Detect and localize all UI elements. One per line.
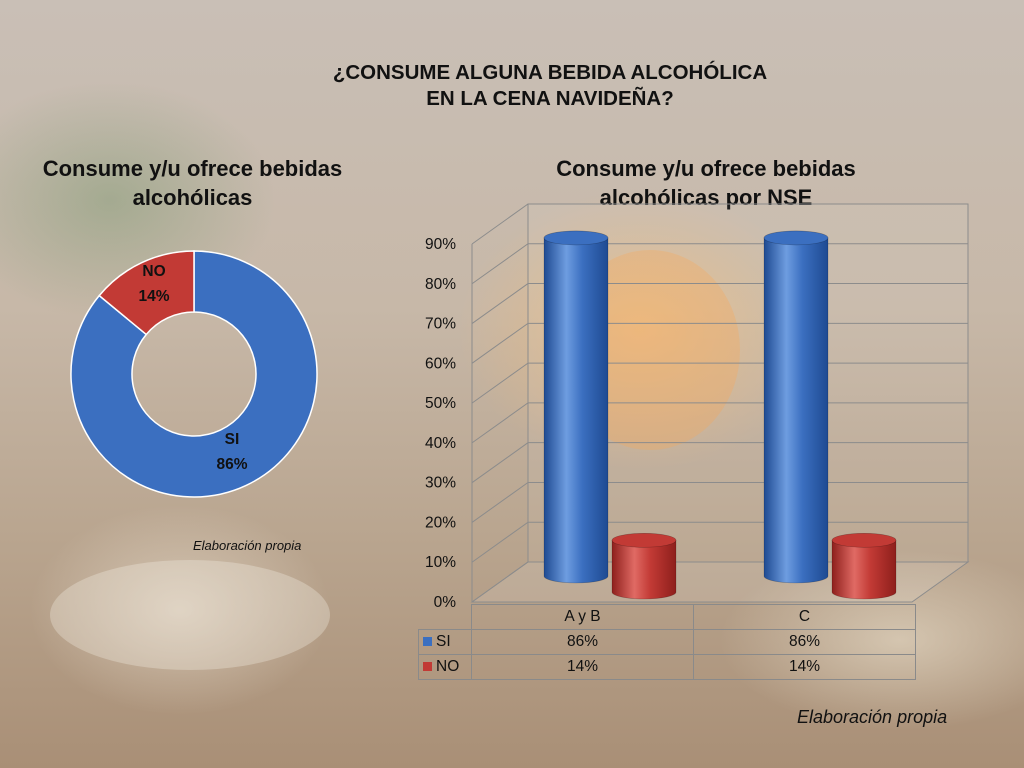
bar-top [611,533,677,548]
y-tick-label: 80% [425,276,456,293]
bar-si [763,230,829,584]
bar-no [611,533,677,600]
legend-entry-si: SI [418,629,472,655]
table-header-cell: A y B [471,604,694,630]
table-cell: 14% [471,654,694,680]
donut-slice-no [98,250,195,336]
bar-top [831,533,897,548]
donut-label-si: SI [225,431,240,448]
table-cell: 86% [471,629,694,655]
y-tick-label: 70% [425,316,456,333]
y-tick-label: 40% [425,435,456,452]
donut-value-si: 86% [216,456,247,473]
legend-label-si: SI [436,633,451,650]
legend-label-no: NO [436,658,460,675]
donut-label-no: NO [142,263,165,280]
donut-slice-si [70,250,318,498]
y-gridline [471,203,968,245]
table-header-row: A y B C [418,604,916,630]
y-tick-label: 50% [425,395,456,412]
y-tick-label: 90% [425,236,456,253]
legend-key-si [423,637,432,646]
legend-entry-no: NO [418,654,472,680]
bar-si [543,230,609,584]
bar-body [763,237,829,584]
y-tick-label: 60% [425,355,456,372]
bar-body [611,540,677,600]
slide-title: ¿CONSUME ALGUNA BEBIDA ALCOHÓLICA EN LA … [332,61,768,110]
table-row: SI 86% 86% [418,629,916,655]
bar-top [543,230,609,246]
table-row: NO 14% 14% [418,654,916,680]
donut-chart-title: Consume y/u ofrece bebidas alcohólicas [42,156,343,210]
legend-key-no [423,662,432,671]
bar-no [831,533,897,600]
table-cell: 86% [693,629,916,655]
bar-chart-title: Consume y/u ofrece bebidas alcohólicas p… [556,156,856,210]
food-plate-deco [50,560,330,670]
donut-value-no: 14% [138,288,169,305]
y-tick-label: 10% [425,554,456,571]
bar-top [763,230,829,246]
y-tick-label: 30% [425,475,456,492]
table-cell: 14% [693,654,916,680]
data-table: A y B C SI 86% 86% NO 14% 14% [418,604,916,680]
table-header-cell: C [693,604,916,630]
bar-body [831,540,897,600]
table-corner [418,604,472,630]
bar-body [543,237,609,584]
y-tick-label: 20% [425,514,456,531]
donut-source-note: Elaboración propia [193,538,302,553]
bar-source-note: Elaboración propia [797,707,948,727]
